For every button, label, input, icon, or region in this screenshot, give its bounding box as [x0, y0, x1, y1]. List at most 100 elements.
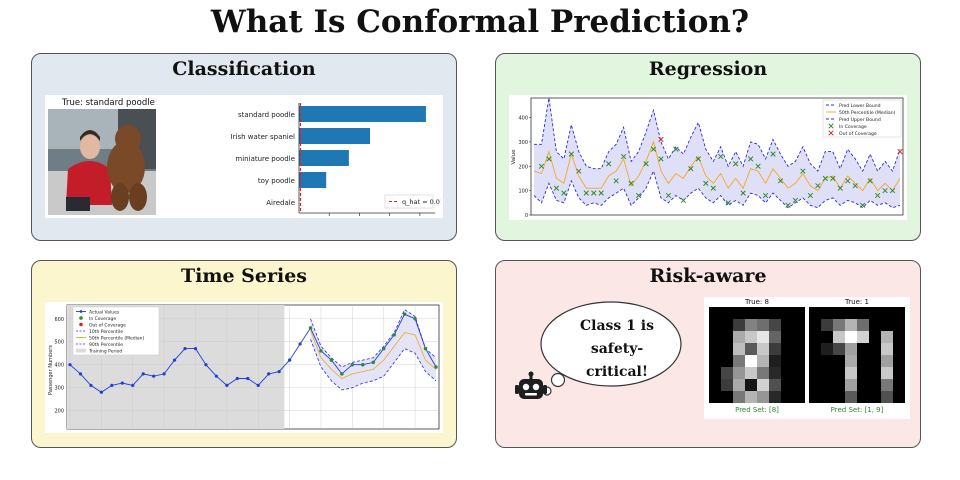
actual-point — [120, 381, 124, 385]
category-label: standard poodle — [238, 111, 295, 119]
pixel — [757, 367, 770, 380]
pixel — [781, 379, 794, 392]
in-coverage-point — [792, 197, 799, 204]
pixel — [809, 343, 822, 356]
pixel — [733, 391, 746, 403]
in-coverage-point — [568, 151, 575, 157]
pixel — [881, 379, 894, 392]
pixel — [881, 391, 894, 403]
in-coverage-point — [859, 202, 866, 208]
pixel — [869, 391, 882, 403]
regression-card: 0 100 200 300 400 Value Pred Lower Bound 50th P… — [509, 95, 907, 220]
pixel — [821, 367, 834, 380]
pixel — [857, 367, 870, 380]
actual-point — [162, 372, 166, 376]
pixel — [745, 355, 758, 368]
pixel — [781, 391, 794, 403]
pixel — [709, 355, 722, 368]
in-coverage-point — [361, 363, 365, 367]
digit-1-title: True: 1 — [845, 298, 869, 306]
legend-label: 50th Percentile (Median) — [89, 335, 145, 341]
pixel — [869, 319, 882, 332]
pixel — [781, 331, 794, 344]
in-coverage-point — [852, 183, 858, 189]
in-coverage-point — [308, 326, 313, 330]
y-tick-label: 300 — [518, 140, 528, 146]
category-label: toy poodle — [258, 177, 295, 185]
pixel — [857, 379, 870, 392]
pixel — [869, 307, 882, 320]
pixel — [733, 355, 746, 368]
digit-8-image — [709, 307, 805, 403]
in-coverage-point — [382, 346, 386, 351]
in-coverage-point — [703, 180, 709, 186]
pixel — [793, 367, 805, 380]
in-coverage-point — [329, 358, 334, 362]
p10-line — [310, 339, 437, 391]
in-coverage-point — [673, 146, 679, 152]
actual-point — [214, 374, 218, 378]
median-line — [533, 140, 901, 192]
pixel — [757, 391, 770, 403]
pixel — [757, 331, 770, 344]
actual-line — [69, 313, 437, 393]
pixel — [857, 343, 870, 356]
pixel — [733, 367, 746, 380]
pixel — [821, 343, 834, 356]
actual-point — [193, 347, 198, 351]
pixel — [757, 343, 770, 356]
actual-point — [204, 363, 208, 367]
pixel — [769, 343, 782, 356]
pixel — [769, 355, 782, 368]
pixel — [833, 319, 846, 332]
y-axis-label: Value — [511, 149, 517, 165]
pixel — [881, 355, 894, 368]
in-coverage-point — [740, 190, 746, 196]
in-coverage-point — [815, 183, 821, 189]
in-coverage-point — [392, 333, 396, 337]
in-coverage-point — [319, 349, 323, 353]
in-coverage-point — [423, 346, 428, 351]
pixel — [869, 379, 882, 392]
digit-8-pred-set: Pred Set: [8] — [735, 406, 779, 414]
legend-swatch — [828, 123, 834, 129]
in-coverage-point — [538, 163, 545, 169]
in-coverage-point — [889, 187, 896, 194]
pixel — [821, 391, 834, 403]
in-coverage-point — [583, 190, 589, 196]
legend-box — [822, 99, 902, 138]
pixel — [893, 367, 905, 380]
legend-label: Out of Coverage — [89, 322, 126, 328]
pixel — [845, 391, 858, 403]
pixel — [857, 307, 870, 320]
in-coverage-point — [371, 360, 375, 365]
legend-label: q_hat = 0.01 — [402, 198, 441, 206]
legend-label: Actual Values — [89, 309, 120, 315]
pixel — [845, 367, 858, 380]
actual-point — [78, 372, 83, 376]
in-coverage-point — [882, 187, 888, 194]
pixel — [745, 307, 758, 320]
pixel — [881, 307, 894, 320]
actual-point — [277, 369, 281, 374]
pixel — [833, 367, 846, 380]
pixel — [821, 379, 834, 392]
pixel — [833, 391, 846, 403]
actual-point — [99, 390, 103, 394]
pixel — [757, 319, 770, 332]
regression-title: Regression — [648, 58, 768, 80]
in-coverage-point — [800, 168, 806, 174]
pixel — [709, 391, 722, 403]
in-coverage-point — [561, 190, 567, 196]
pixel — [745, 319, 758, 332]
pixel — [893, 355, 905, 368]
pixel — [757, 379, 770, 392]
actual-point — [89, 383, 93, 387]
pixel — [793, 379, 805, 392]
in-coverage-point — [718, 153, 724, 160]
pixel — [721, 319, 734, 332]
in-coverage-point — [710, 185, 716, 191]
pixel — [833, 379, 846, 392]
actual-point — [298, 342, 302, 346]
y-tick-label: 300 — [54, 386, 64, 392]
